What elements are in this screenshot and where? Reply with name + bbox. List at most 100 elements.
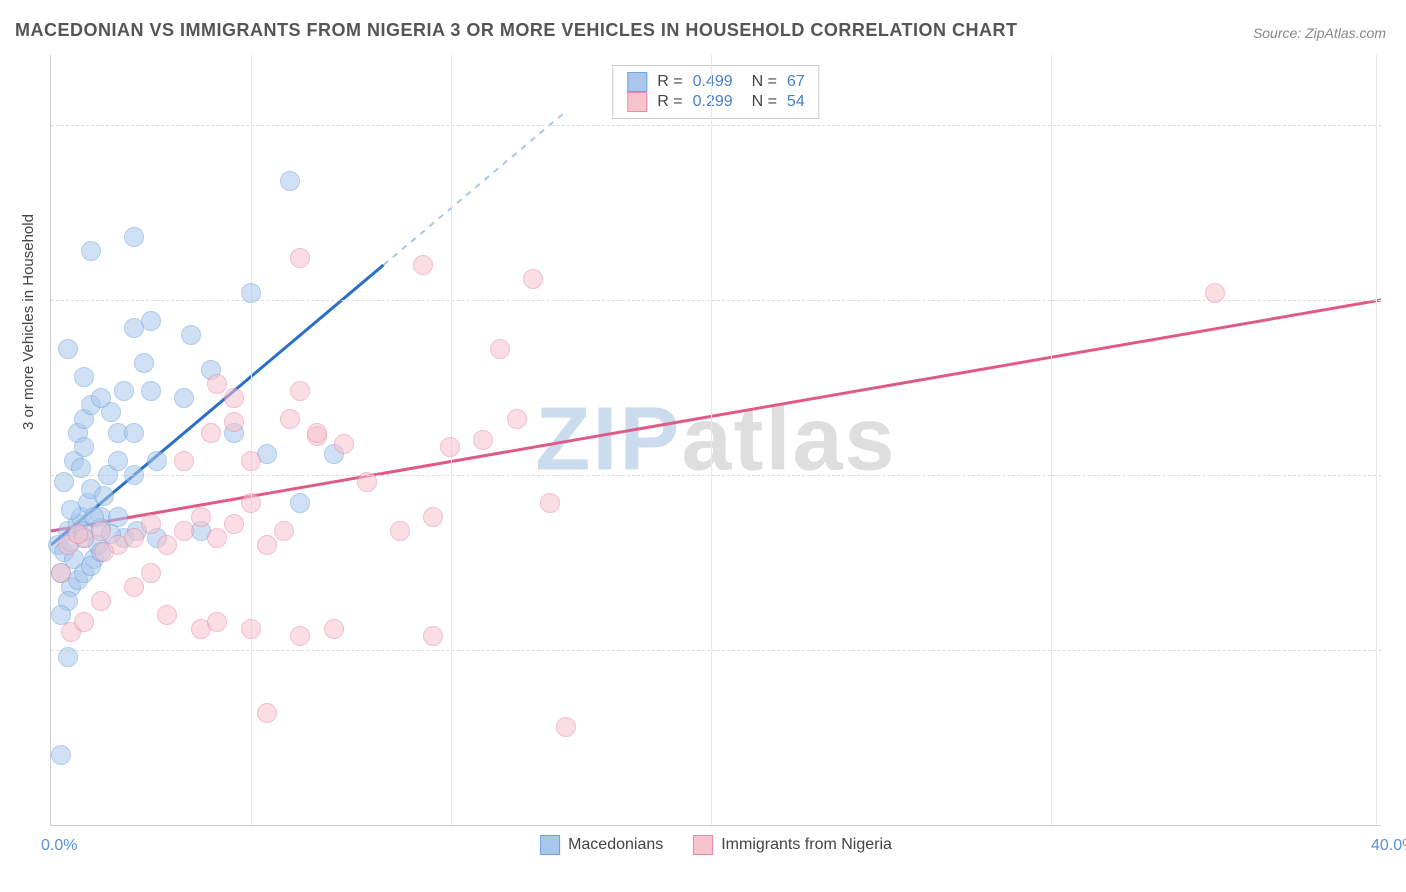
data-point-macedonians[interactable] bbox=[74, 437, 94, 457]
data-point-macedonians[interactable] bbox=[124, 227, 144, 247]
data-point-nigeria[interactable] bbox=[290, 626, 310, 646]
data-point-nigeria[interactable] bbox=[207, 528, 227, 548]
data-point-macedonians[interactable] bbox=[74, 367, 94, 387]
data-point-macedonians[interactable] bbox=[280, 171, 300, 191]
data-point-nigeria[interactable] bbox=[174, 521, 194, 541]
data-point-nigeria[interactable] bbox=[124, 528, 144, 548]
data-point-macedonians[interactable] bbox=[81, 241, 101, 261]
r-value-macedonians[interactable]: 0.499 bbox=[693, 73, 733, 91]
chart-title: MACEDONIAN VS IMMIGRANTS FROM NIGERIA 3 … bbox=[15, 20, 1018, 41]
data-point-nigeria[interactable] bbox=[141, 514, 161, 534]
grid-line-v bbox=[1051, 55, 1052, 825]
legend-swatch-macedonians bbox=[540, 835, 560, 855]
data-point-nigeria[interactable] bbox=[324, 619, 344, 639]
legend-row-nigeria: R = 0.299 N = 54 bbox=[627, 92, 804, 112]
data-point-macedonians[interactable] bbox=[181, 325, 201, 345]
y-axis-title: 3 or more Vehicles in Household bbox=[20, 214, 37, 430]
data-point-nigeria[interactable] bbox=[507, 409, 527, 429]
data-point-nigeria[interactable] bbox=[51, 563, 71, 583]
grid-line-v bbox=[251, 55, 252, 825]
data-point-nigeria[interactable] bbox=[390, 521, 410, 541]
data-point-macedonians[interactable] bbox=[94, 486, 114, 506]
data-point-macedonians[interactable] bbox=[61, 500, 81, 520]
data-point-macedonians[interactable] bbox=[114, 381, 134, 401]
chart-plot-area: ZIPatlas R = 0.499 N = 67 R = 0.299 N = … bbox=[50, 55, 1381, 826]
data-point-macedonians[interactable] bbox=[91, 388, 111, 408]
data-point-nigeria[interactable] bbox=[224, 388, 244, 408]
source-attribution: Source: ZipAtlas.com bbox=[1253, 25, 1386, 41]
legend-item-nigeria[interactable]: Immigrants from Nigeria bbox=[693, 835, 892, 855]
data-point-nigeria[interactable] bbox=[423, 626, 443, 646]
data-point-nigeria[interactable] bbox=[207, 374, 227, 394]
data-point-macedonians[interactable] bbox=[147, 451, 167, 471]
r-value-nigeria[interactable]: 0.299 bbox=[693, 93, 733, 111]
data-point-nigeria[interactable] bbox=[257, 703, 277, 723]
data-point-nigeria[interactable] bbox=[91, 591, 111, 611]
data-point-nigeria[interactable] bbox=[290, 381, 310, 401]
data-point-macedonians[interactable] bbox=[71, 458, 91, 478]
data-point-nigeria[interactable] bbox=[174, 451, 194, 471]
data-point-macedonians[interactable] bbox=[58, 339, 78, 359]
data-point-nigeria[interactable] bbox=[94, 542, 114, 562]
data-point-macedonians[interactable] bbox=[141, 311, 161, 331]
data-point-macedonians[interactable] bbox=[51, 745, 71, 765]
data-point-nigeria[interactable] bbox=[334, 434, 354, 454]
data-point-nigeria[interactable] bbox=[124, 577, 144, 597]
data-point-nigeria[interactable] bbox=[540, 493, 560, 513]
data-point-nigeria[interactable] bbox=[191, 507, 211, 527]
data-point-nigeria[interactable] bbox=[157, 535, 177, 555]
data-point-nigeria[interactable] bbox=[290, 248, 310, 268]
series-legend: Macedonians Immigrants from Nigeria bbox=[540, 835, 892, 855]
grid-line-v bbox=[711, 55, 712, 825]
data-point-nigeria[interactable] bbox=[413, 255, 433, 275]
data-point-nigeria[interactable] bbox=[274, 521, 294, 541]
trend-line-dashed-macedonians bbox=[384, 111, 567, 265]
data-point-macedonians[interactable] bbox=[108, 451, 128, 471]
data-point-nigeria[interactable] bbox=[241, 619, 261, 639]
data-point-nigeria[interactable] bbox=[257, 535, 277, 555]
data-point-nigeria[interactable] bbox=[157, 605, 177, 625]
data-point-macedonians[interactable] bbox=[58, 647, 78, 667]
data-point-macedonians[interactable] bbox=[174, 388, 194, 408]
data-point-nigeria[interactable] bbox=[523, 269, 543, 289]
data-point-nigeria[interactable] bbox=[490, 339, 510, 359]
data-point-nigeria[interactable] bbox=[307, 423, 327, 443]
data-point-macedonians[interactable] bbox=[108, 507, 128, 527]
data-point-macedonians[interactable] bbox=[141, 381, 161, 401]
swatch-macedonians bbox=[627, 72, 647, 92]
n-label: N = bbox=[743, 93, 777, 111]
n-label: N = bbox=[743, 73, 777, 91]
data-point-nigeria[interactable] bbox=[68, 524, 88, 544]
data-point-macedonians[interactable] bbox=[124, 465, 144, 485]
data-point-macedonians[interactable] bbox=[241, 283, 261, 303]
data-point-nigeria[interactable] bbox=[423, 507, 443, 527]
data-point-macedonians[interactable] bbox=[134, 353, 154, 373]
data-point-nigeria[interactable] bbox=[1205, 283, 1225, 303]
data-point-macedonians[interactable] bbox=[290, 493, 310, 513]
data-point-nigeria[interactable] bbox=[207, 612, 227, 632]
data-point-nigeria[interactable] bbox=[224, 514, 244, 534]
data-point-nigeria[interactable] bbox=[241, 451, 261, 471]
x-tick-label: 40.0% bbox=[1371, 837, 1406, 855]
data-point-nigeria[interactable] bbox=[224, 412, 244, 432]
data-point-nigeria[interactable] bbox=[556, 717, 576, 737]
data-point-nigeria[interactable] bbox=[280, 409, 300, 429]
legend-item-macedonians[interactable]: Macedonians bbox=[540, 835, 663, 855]
swatch-nigeria bbox=[627, 92, 647, 112]
r-label: R = bbox=[657, 93, 682, 111]
data-point-nigeria[interactable] bbox=[440, 437, 460, 457]
data-point-nigeria[interactable] bbox=[473, 430, 493, 450]
data-point-nigeria[interactable] bbox=[241, 493, 261, 513]
data-point-macedonians[interactable] bbox=[124, 423, 144, 443]
watermark: ZIPatlas bbox=[535, 389, 896, 492]
data-point-macedonians[interactable] bbox=[54, 472, 74, 492]
data-point-nigeria[interactable] bbox=[74, 612, 94, 632]
data-point-nigeria[interactable] bbox=[201, 423, 221, 443]
data-point-nigeria[interactable] bbox=[91, 521, 111, 541]
n-value-nigeria[interactable]: 54 bbox=[787, 93, 805, 111]
r-label: R = bbox=[657, 73, 682, 91]
n-value-macedonians[interactable]: 67 bbox=[787, 73, 805, 91]
data-point-nigeria[interactable] bbox=[357, 472, 377, 492]
correlation-legend: R = 0.499 N = 67 R = 0.299 N = 54 bbox=[612, 65, 819, 119]
data-point-nigeria[interactable] bbox=[141, 563, 161, 583]
